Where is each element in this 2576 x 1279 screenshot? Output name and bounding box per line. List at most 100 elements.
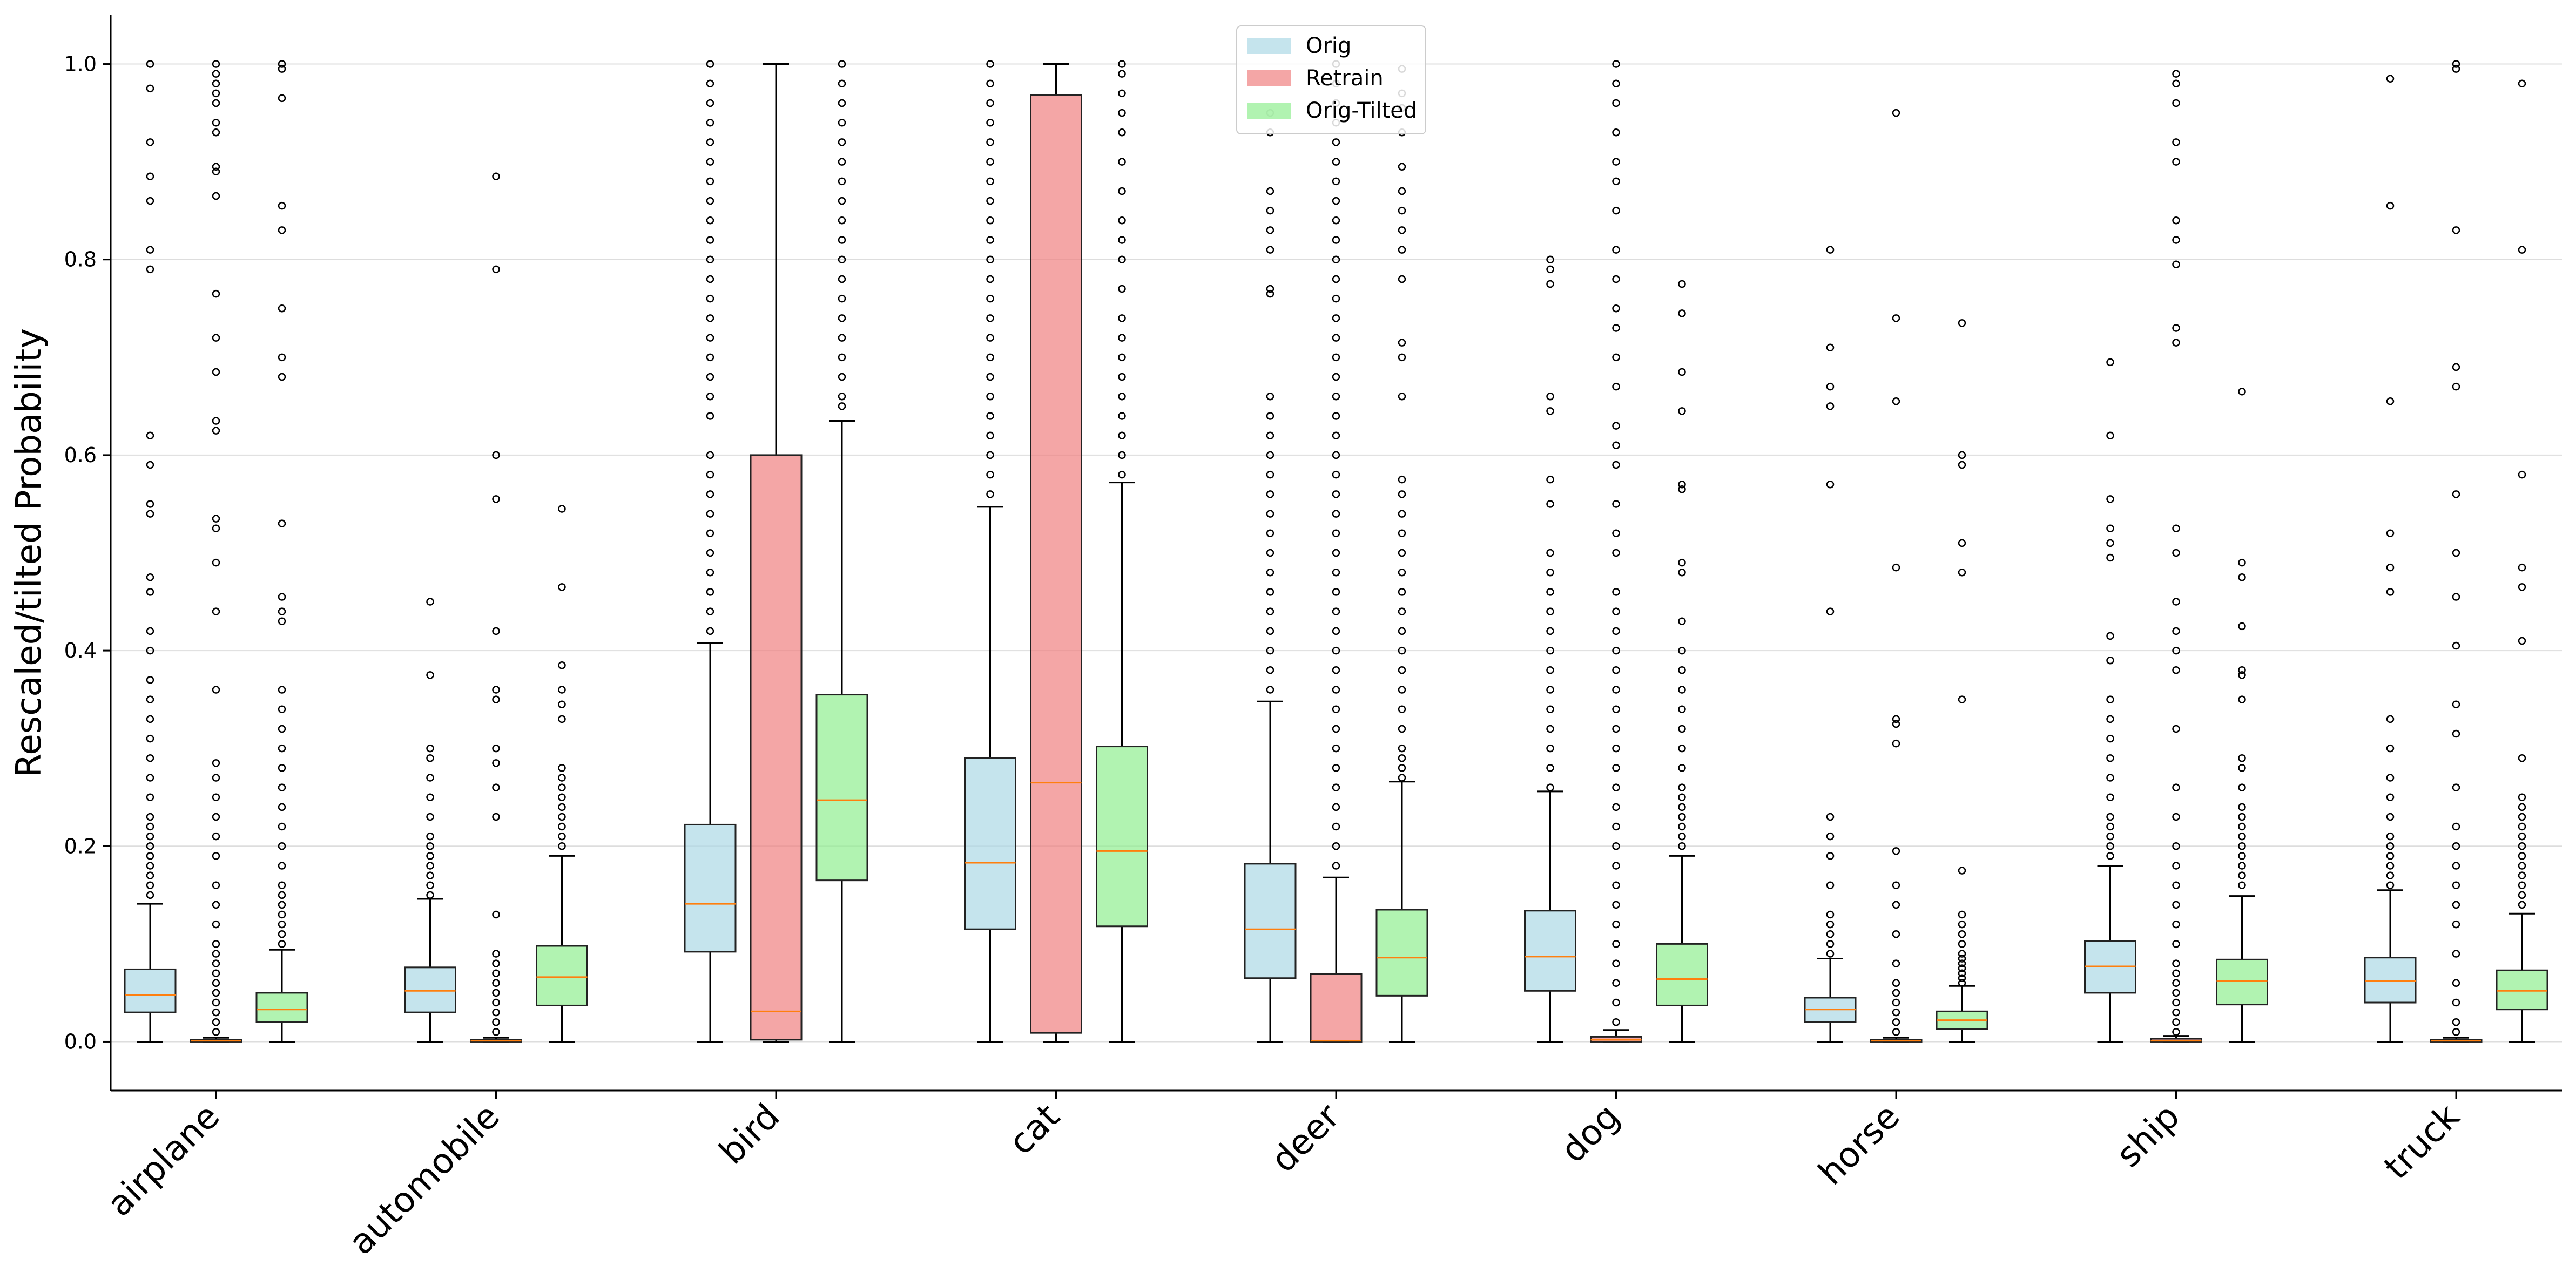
flier-point [2452, 842, 2460, 850]
flier-point [1332, 725, 1340, 733]
flier-point [2386, 201, 2395, 210]
flier-point [1118, 236, 1126, 244]
flier-point [212, 950, 220, 958]
flier-point [278, 764, 286, 772]
flier-point [1678, 280, 1686, 288]
flier-point [1958, 964, 1966, 972]
flier-point [146, 573, 154, 581]
flier-point [2452, 363, 2460, 371]
flier-point [1958, 539, 1966, 547]
flier-point [1332, 294, 1340, 303]
flier-point [1266, 226, 1274, 234]
flier-point [2106, 852, 2114, 860]
legend-swatch-retrain [1247, 70, 1291, 86]
flier-point [1892, 1018, 1900, 1026]
flier-point [2386, 529, 2395, 538]
flier-point [2386, 832, 2395, 841]
flier-point [1612, 764, 1620, 772]
flier-point [1266, 246, 1274, 254]
flier-point [426, 871, 434, 879]
flier-point [1332, 646, 1340, 655]
flier-point [146, 891, 154, 899]
flier-point [1612, 246, 1620, 254]
flier-point [1612, 646, 1620, 655]
flier-point [1546, 607, 1554, 615]
flier-point [2452, 226, 2460, 234]
box-body [1244, 863, 1297, 979]
flier-point [838, 255, 846, 263]
flier-point [1398, 246, 1406, 254]
flier-point [2386, 563, 2395, 572]
flier-point [212, 417, 220, 425]
flier-point [558, 822, 566, 831]
flier-point [1266, 470, 1274, 479]
flier-point [1332, 177, 1340, 186]
flier-point [1118, 334, 1126, 342]
flier-point [1398, 339, 1406, 347]
flier-point [838, 138, 846, 146]
flier-point [2452, 729, 2460, 738]
flier-point [986, 353, 994, 362]
flier-point [1678, 617, 1686, 626]
flier-point [1332, 412, 1340, 420]
flier-point [2452, 641, 2460, 650]
box-bird-orig [684, 60, 737, 1043]
flier-point [212, 99, 220, 107]
flier-point [2106, 553, 2114, 562]
flier-point [838, 99, 846, 107]
flier-point [986, 197, 994, 205]
flier-point [212, 167, 220, 175]
flier-point [2172, 989, 2180, 997]
flier-point [706, 236, 714, 244]
flier-point [1612, 304, 1620, 313]
flier-point [2172, 646, 2180, 655]
flier-point [706, 607, 714, 615]
flier-point [706, 549, 714, 557]
flier-point [706, 529, 714, 538]
flier-point [1266, 510, 1274, 518]
y-tick-label: 0.8 [64, 248, 97, 272]
flier-point [706, 314, 714, 322]
flier-point [212, 60, 220, 68]
box-body [1310, 973, 1363, 1043]
flier-point [1958, 930, 1966, 938]
flier-point [426, 862, 434, 870]
flier-point [1678, 832, 1686, 841]
box-horse-retrain [1870, 109, 1923, 1043]
flier-point [1398, 588, 1406, 596]
flier-point [2106, 539, 2114, 547]
flier-point [558, 583, 566, 591]
flier-point [2106, 734, 2114, 743]
flier-point [2386, 774, 2395, 782]
flier-point [1546, 783, 1554, 791]
flier-point [278, 94, 286, 103]
flier-point [1892, 847, 1900, 855]
flier-point [2386, 75, 2395, 83]
y-ticks: 0.0 0.2 0.4 0.6 0.8 1.0 [64, 52, 111, 1053]
flier-point [2172, 1018, 2180, 1026]
flier-point [1398, 275, 1406, 283]
flier-point [2386, 588, 2395, 596]
flier-point [558, 832, 566, 841]
flier-point [838, 216, 846, 225]
flier-point [1332, 275, 1340, 283]
flier-point [2172, 959, 2180, 967]
flier-point [2106, 842, 2114, 850]
flier-point [212, 163, 220, 171]
flier-point [492, 1018, 500, 1026]
flier-point [278, 201, 286, 210]
flier-point [2106, 822, 2114, 831]
flier-point [146, 172, 154, 181]
flier-point [492, 998, 500, 1007]
flier-point [2172, 862, 2180, 870]
flier-point [1398, 187, 1406, 195]
flier-point [146, 197, 154, 205]
flier-point [1332, 549, 1340, 557]
flier-point [2386, 842, 2395, 850]
flier-point [1612, 940, 1620, 948]
box-body [1656, 943, 1708, 1006]
flier-point [2238, 387, 2246, 396]
flier-point [146, 695, 154, 703]
flier-point [706, 79, 714, 88]
flier-point [1398, 163, 1406, 171]
